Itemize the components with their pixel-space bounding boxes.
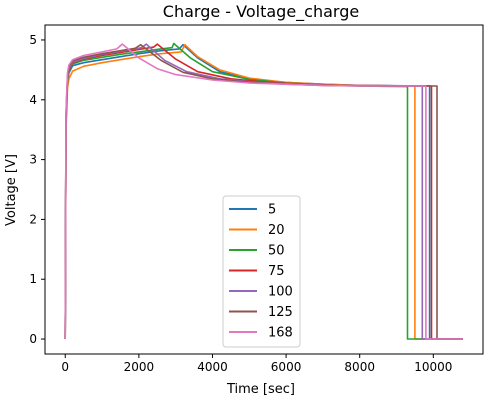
y-tick-label: 3 (29, 153, 37, 167)
plot-frame (44, 24, 484, 355)
x-axis-ticks: 0 2000 4000 6000 8000 10000 (61, 354, 452, 374)
legend-label: 75 (268, 264, 285, 279)
legend-label: 100 (268, 285, 293, 300)
legend-label: 125 (268, 305, 293, 320)
y-tick-label: 4 (29, 93, 37, 107)
plot-lines (64, 42, 463, 340)
y-tick-label: 2 (29, 212, 37, 226)
y-axis-ticks: 0 1 2 3 4 5 (29, 33, 45, 346)
legend-label: 5 (268, 203, 276, 218)
y-tick-label: 1 (29, 272, 37, 286)
x-tick-label: 6000 (271, 360, 302, 374)
legend-box (222, 195, 301, 348)
y-tick-label: 0 (29, 332, 37, 346)
x-tick-label: 0 (61, 360, 69, 374)
legend-label: 20 (268, 223, 285, 238)
x-tick-label: 4000 (197, 360, 228, 374)
legend-label: 168 (268, 326, 293, 341)
legend: 5 20 50 75 100 125 168 (222, 195, 301, 348)
x-tick-label: 8000 (344, 360, 375, 374)
x-axis-label: Time [sec] (226, 382, 295, 397)
series-line-168 (64, 43, 463, 340)
chart-title: Charge - Voltage_charge (163, 2, 359, 22)
y-tick-label: 5 (29, 33, 37, 47)
y-axis-label: Voltage [V] (4, 154, 19, 226)
legend-label: 50 (268, 244, 285, 259)
x-tick-label: 10000 (414, 360, 452, 374)
x-tick-label: 2000 (124, 360, 155, 374)
